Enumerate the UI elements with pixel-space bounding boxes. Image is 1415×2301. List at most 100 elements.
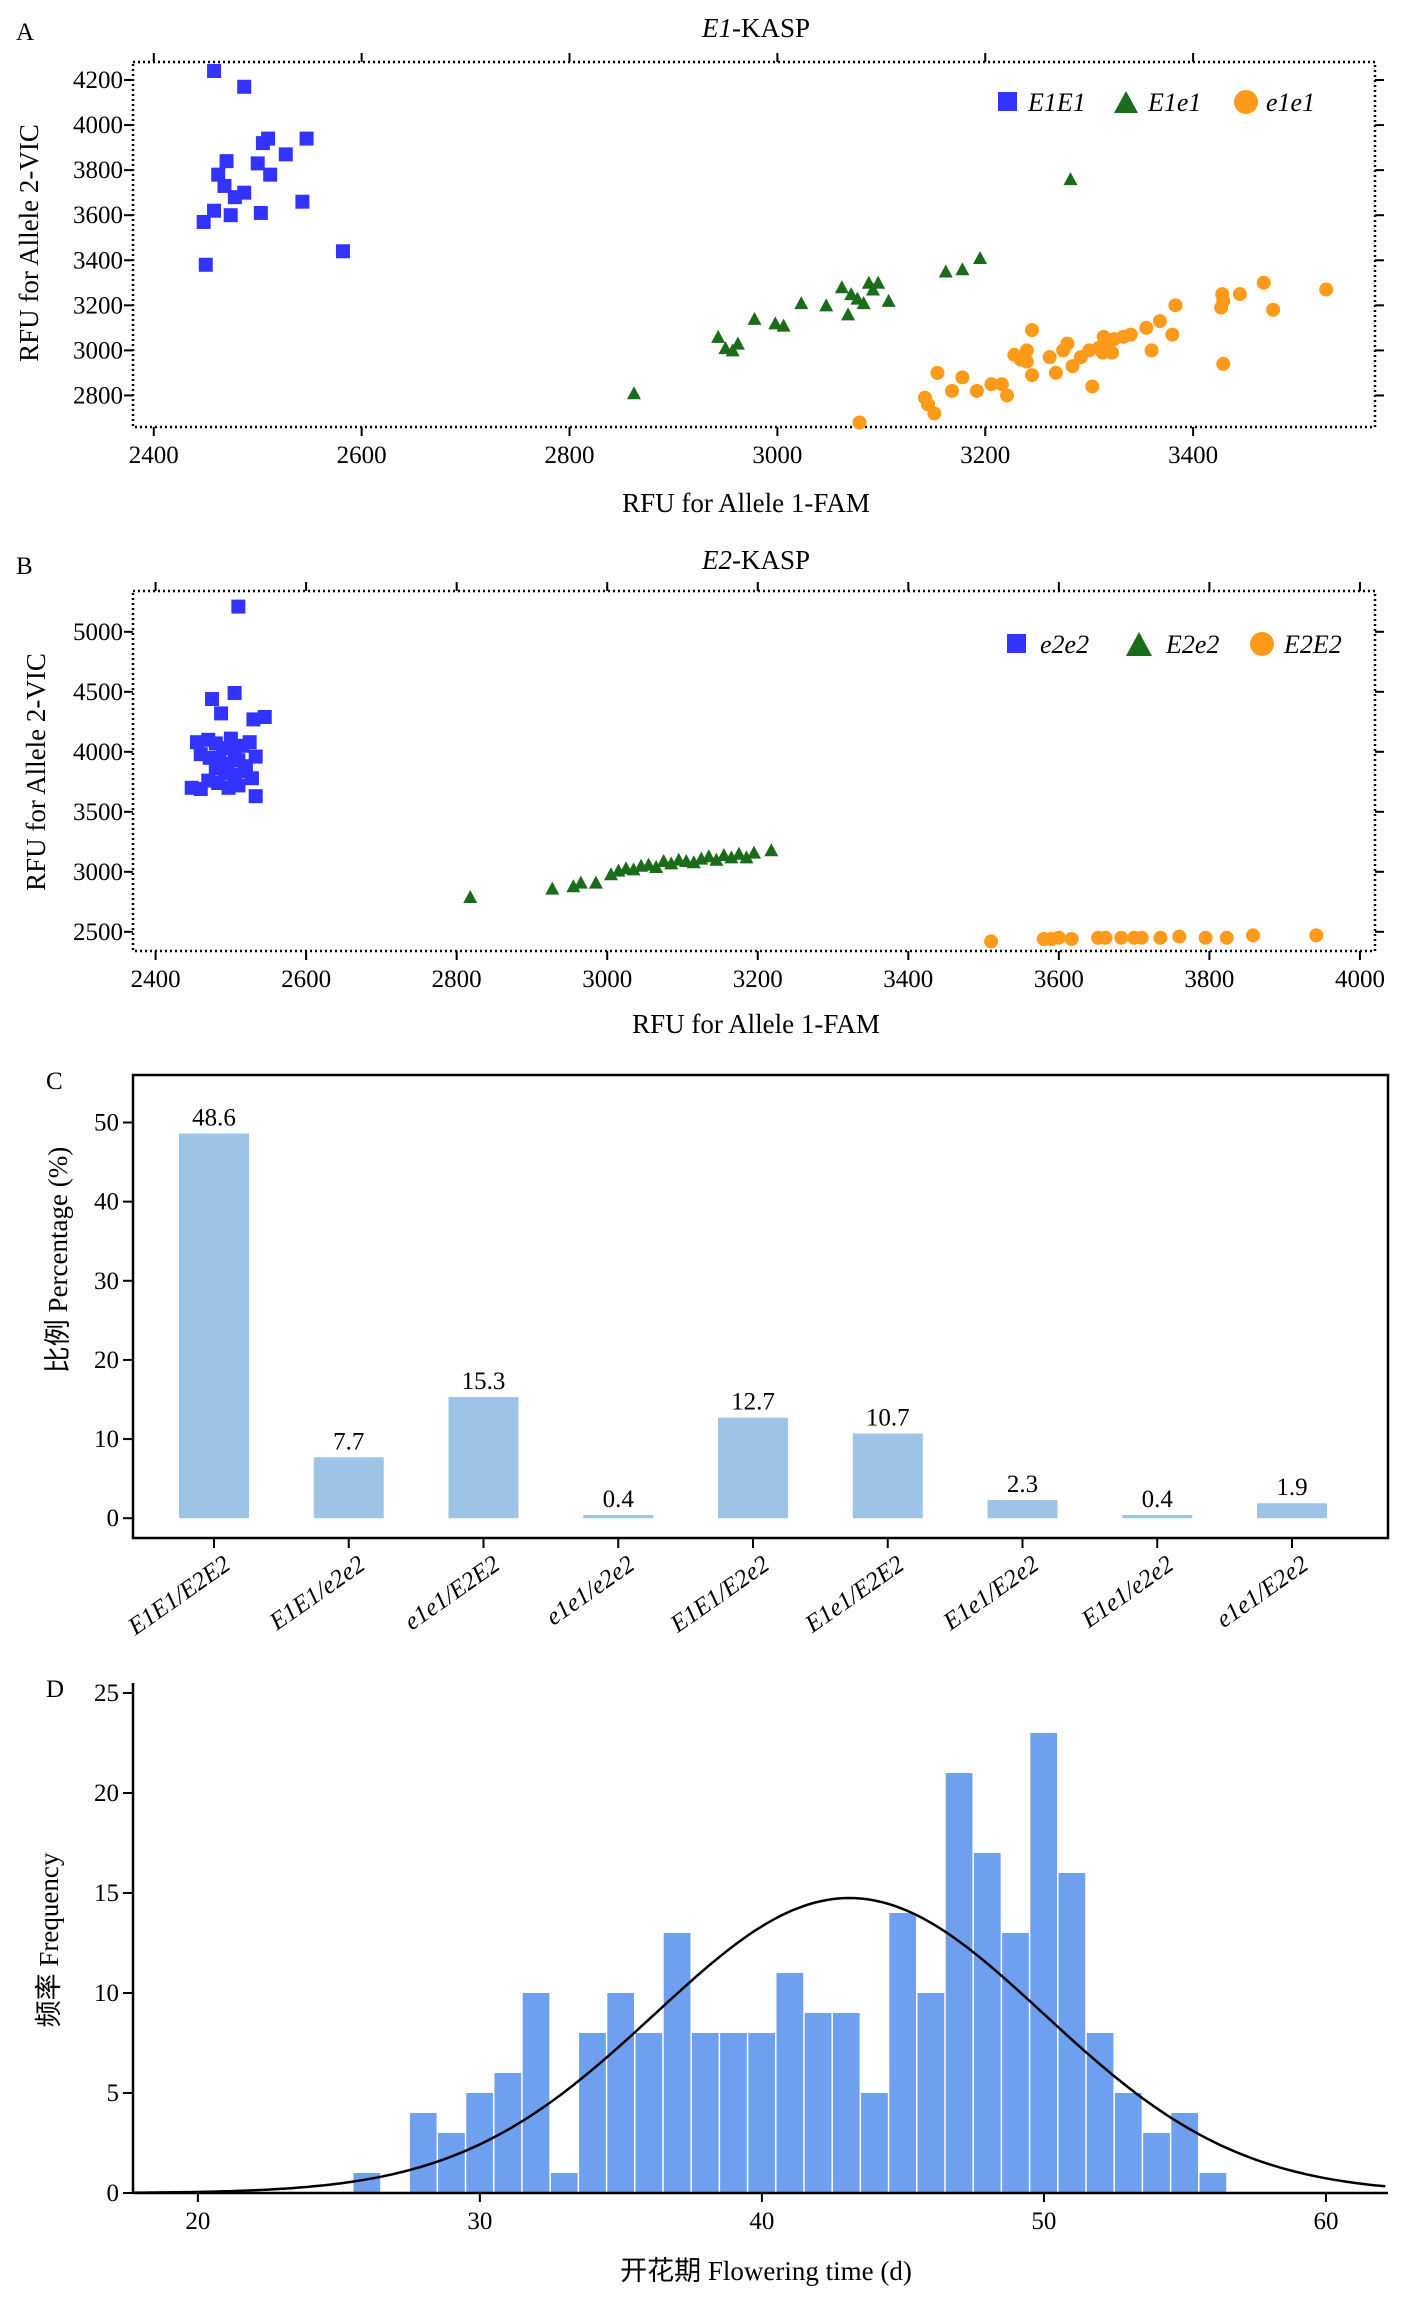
chart-a-legend-label-e1e1-rec: e1e1: [1266, 88, 1315, 117]
chart-b-point-e2e2: [1219, 930, 1234, 945]
chart-c-bar-value-label: 48.6: [192, 1105, 236, 1132]
chart-b-x-tick-label: 2600: [281, 966, 331, 993]
chart-a-y-tick-label: 3000: [73, 337, 123, 364]
chart-a-point-e1e1: [881, 293, 896, 307]
chart-b-point-e2e2: [641, 857, 656, 871]
chart-a-point-e1e1: [794, 296, 809, 310]
chart-b-point-e2e2: [1309, 928, 1324, 943]
chart-a-point-e1e1: [1256, 275, 1271, 290]
chart-a-point-e1e1: [1216, 356, 1231, 371]
chart-c-bar: [448, 1397, 519, 1519]
chart-a-point-e1e1: [295, 194, 310, 209]
chart-b-point-e2e2: [246, 712, 261, 727]
chart-a-point-e1e1: [253, 205, 268, 220]
chart-d-histogram-bar: [720, 2033, 747, 2193]
chart-a-point-e1e1: [1319, 282, 1334, 297]
chart-d-histogram-bar: [635, 2033, 663, 2193]
chart-d-x-tick-label: 20: [185, 2208, 210, 2235]
chart-c-category-label: e1e1/E2E2: [400, 1551, 505, 1636]
chart-a-y-tick-label: 2800: [73, 382, 123, 409]
chart-d-x-tick-label: 60: [1313, 2208, 1338, 2235]
chart-d-histogram-bar: [494, 2073, 522, 2193]
chart-a-point-e1e1: [938, 264, 953, 278]
chart-b-x-tick-label: 3400: [883, 966, 933, 993]
chart-b-point-e2e2: [573, 875, 588, 889]
chart-a-point-e1e1: [852, 415, 867, 430]
chart-a-plot-frame: [131, 60, 1377, 429]
chart-d-histogram-bar: [1199, 2173, 1227, 2193]
chart-a-y-tick-label: 3400: [73, 247, 123, 274]
chart-d-y-tick-label: 20: [94, 1780, 119, 1807]
chart-a-point-e1e1: [1019, 354, 1034, 369]
chart-b-point-e2e2: [189, 735, 204, 750]
chart-b-y-tick-label: 5000: [73, 619, 123, 646]
chart-b-point-e2e2: [1051, 930, 1066, 945]
chart-c-bar: [179, 1133, 249, 1519]
chart-d-histogram-bar: [579, 2033, 606, 2193]
chart-a-x-tick-label: 3400: [1168, 442, 1218, 469]
chart-d-histogram-bar: [1143, 2133, 1170, 2193]
chart-b-x-tick-label: 4000: [1335, 966, 1385, 993]
chart-a-point-e1e1: [278, 147, 293, 162]
chart-b-y-tick-label: 4500: [73, 679, 123, 706]
chart-d-y-tick-label: 25: [94, 1680, 119, 1707]
chart-a-point-e1e1: [1025, 323, 1040, 338]
chart-a-point-e1e1: [1216, 293, 1231, 308]
chart-a-point-e1e1: [335, 244, 350, 259]
chart-b-point-e2e2: [724, 850, 739, 864]
chart-a-legend-label-e1e1-het: E1e1: [1147, 88, 1201, 117]
chart-d-histogram-bar: [945, 1773, 973, 2193]
legend-triangle-icon: [1114, 91, 1138, 113]
chart-a-point-e1e1: [927, 406, 942, 421]
chart-a-point-e1e1: [217, 178, 232, 193]
chart-d-histogram-bar: [438, 2133, 465, 2193]
chart-d-histogram-bar: [889, 1913, 917, 2193]
chart-d-histogram-bar: [1002, 1933, 1029, 2193]
chart-b-x-tick-label: 3800: [1184, 966, 1234, 993]
chart-a-point-e1e1: [198, 257, 213, 272]
chart-a-point-e1e1: [211, 167, 226, 182]
chart-c-genotype-percentage-bars: 比例 Percentage (%) 0 10 20 30 40 50 48.6 E1E1/E2…: [43, 1073, 1390, 1641]
chart-a-point-e1e1: [1152, 314, 1167, 329]
chart-b-x-tick-label: 2400: [131, 966, 181, 993]
chart-d-histogram-bar: [748, 2033, 776, 2193]
panel-label-b: B: [16, 553, 33, 580]
chart-a-point-e1e1: [841, 307, 856, 321]
chart-a-point-e1e1: [984, 377, 999, 392]
chart-b-y-tick-label: 4000: [73, 739, 123, 766]
chart-b-y-tick-label: 3500: [73, 799, 123, 826]
chart-b-legend-label-e2e2-rec: e2e2: [1040, 630, 1089, 659]
chart-b-point-e2e2: [649, 860, 664, 873]
chart-b-x-tick-label: 2800: [432, 966, 482, 993]
chart-a-legend-label-e1e1-homo: E1E1: [1027, 88, 1086, 117]
chart-a-point-e1e1: [207, 203, 222, 218]
chart-c-bar: [1257, 1503, 1327, 1519]
chart-c-category-label: E1e1/E2E2: [800, 1551, 910, 1639]
chart-d-histogram-bar: [804, 2013, 832, 2193]
chart-b-point-e2e2: [686, 855, 701, 869]
chart-d-histogram-bar: [861, 2093, 888, 2193]
chart-a-point-e1e1: [819, 298, 834, 312]
chart-a-point-e1e1: [768, 316, 783, 330]
chart-c-bar-value-label: 2.3: [1007, 1471, 1038, 1498]
chart-d-histogram-bar: [917, 1993, 945, 2193]
chart-d-histogram-bar: [607, 1993, 634, 2193]
chart-b-point-e2e2: [463, 890, 478, 903]
chart-d-x-tick-label: 30: [467, 2208, 492, 2235]
chart-b-title: E2-KASP: [701, 545, 810, 575]
legend-circle-icon: [1250, 632, 1274, 656]
chart-a-x-tick-label: 2600: [337, 442, 387, 469]
chart-d-histogram-bar: [691, 2033, 719, 2193]
legend-square-icon: [998, 92, 1017, 111]
chart-b-point-e2e2: [214, 706, 229, 721]
chart-c-bar-value-label: 12.7: [731, 1389, 775, 1416]
chart-a-point-e1e1: [1019, 343, 1034, 358]
chart-d-histogram-bar: [466, 2093, 493, 2193]
chart-b-point-e2e2: [566, 879, 581, 893]
chart-a-point-e1e1: [196, 214, 211, 229]
chart-a-point-e1e1: [725, 343, 740, 357]
chart-c-bar: [313, 1457, 384, 1519]
chart-c-bar-value-label: 1.9: [1276, 1474, 1307, 1501]
chart-d-histogram-bar: [1086, 2033, 1114, 2193]
